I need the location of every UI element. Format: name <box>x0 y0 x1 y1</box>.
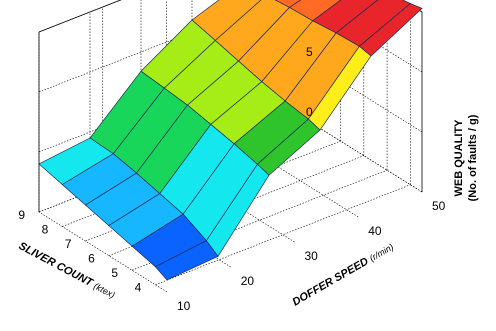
y-tick-label: 20 <box>241 274 255 288</box>
y-axis-label: DOFFER SPEED <box>291 255 371 308</box>
z-tick-label: 5 <box>306 45 313 59</box>
x-axis-label: SLIVER COUNT <box>17 240 96 290</box>
y-tick-label: 10 <box>177 299 191 313</box>
floor-gridline-y <box>38 211 168 293</box>
x-tick-label: 4 <box>135 281 142 295</box>
x-axis-unit: (ktex) <box>92 281 117 300</box>
tick-labels: 0510151020304050456789 <box>18 45 446 313</box>
y-axis-unit: (r/min) <box>368 242 396 264</box>
z-tick-label: 0 <box>306 105 313 119</box>
x-tick-label: 6 <box>88 252 95 266</box>
x-tick-label: 5 <box>111 266 118 280</box>
surface-facet <box>274 0 302 8</box>
axis-box <box>38 0 423 293</box>
box-edge <box>38 0 122 33</box>
y-tick-label: 40 <box>368 224 382 238</box>
surface-facet <box>154 240 219 281</box>
z-axis-label: WEB QUALITY <box>453 119 465 197</box>
y-tick-label: 50 <box>432 199 446 213</box>
x-tick-label: 7 <box>65 237 72 251</box>
z-axis-unit: (No. of faults / g) <box>467 114 479 201</box>
floor-gridline-y <box>230 136 359 218</box>
z-axis-title: WEB QUALITY (No. of faults / g) <box>453 114 479 201</box>
floor-gridline-x <box>155 184 411 286</box>
x-tick-label: 8 <box>42 223 49 237</box>
floor-gridline-y <box>293 111 423 193</box>
x-tick-label: 9 <box>18 208 25 222</box>
right-wall-gridline-z <box>293 51 423 133</box>
surface-plot <box>38 0 423 281</box>
y-tick-label: 30 <box>305 249 319 263</box>
